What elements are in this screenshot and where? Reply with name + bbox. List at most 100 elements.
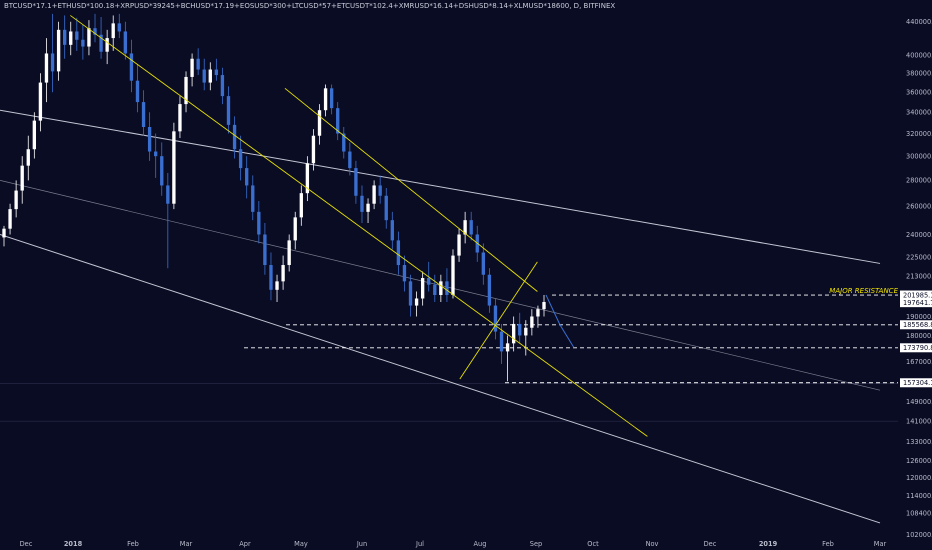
chart-title: BTCUSD*17.1+ETHUSD*100.18+XRPUSD*39245+B… xyxy=(4,2,616,10)
y-tick-label: 180000.0 xyxy=(906,332,932,340)
candle xyxy=(420,271,425,306)
candle-body xyxy=(305,163,310,194)
candle xyxy=(87,20,91,56)
y-tick-label: 260000.0 xyxy=(906,203,932,211)
y-tick-label: 114000.0 xyxy=(906,492,932,500)
candle-body xyxy=(384,195,388,221)
candle-body xyxy=(299,193,303,218)
candle xyxy=(299,185,303,226)
candle-body xyxy=(269,265,273,290)
candle-body xyxy=(342,133,346,152)
candle xyxy=(38,73,43,132)
candle xyxy=(281,255,285,290)
trendline xyxy=(459,261,538,380)
candle xyxy=(184,71,188,113)
candle xyxy=(263,222,267,275)
candle-body xyxy=(329,88,334,109)
candle-body xyxy=(99,34,103,52)
candle xyxy=(202,58,206,91)
candle-body xyxy=(245,168,249,186)
candle xyxy=(287,234,291,272)
candle-body xyxy=(493,305,498,332)
candle xyxy=(220,67,225,105)
y-tick-label: 225000.0 xyxy=(906,253,932,261)
candle xyxy=(141,90,146,136)
candle xyxy=(378,175,382,204)
y-tick-label: 213000.0 xyxy=(906,273,932,281)
y-tick-label: 108400.0 xyxy=(906,510,932,518)
candle xyxy=(257,201,261,244)
x-tick-label: 2019 xyxy=(759,540,778,548)
candle xyxy=(487,268,492,313)
y-tick-label: 167000.0 xyxy=(906,358,932,366)
x-tick-label: Aug xyxy=(474,540,487,548)
x-axis: Dec 2018 Feb Mar Apr May Jun Jul Aug Sep Oct Nov Dec… xyxy=(20,540,887,548)
candle xyxy=(93,13,97,43)
candle xyxy=(354,160,358,204)
candle xyxy=(511,316,516,352)
candle-body xyxy=(518,323,522,336)
candle-body xyxy=(372,185,376,204)
candle-body xyxy=(481,252,485,275)
price-tag-bg xyxy=(900,290,932,300)
x-tick-label: May xyxy=(294,540,308,548)
candle-body xyxy=(323,88,328,111)
candle-body xyxy=(63,29,67,45)
candle xyxy=(445,268,449,303)
candlestick-series xyxy=(2,13,546,382)
price-tag-label: 197641.7 xyxy=(903,299,932,307)
candle-body xyxy=(75,31,79,40)
annotations: MAJOR RESISTANCE xyxy=(829,287,898,295)
candle-body xyxy=(530,316,534,328)
price-tag: 197641.7 xyxy=(900,298,932,308)
candle-body xyxy=(275,281,279,290)
x-tick-label: 2018 xyxy=(64,540,83,548)
candle-body xyxy=(427,278,431,285)
candle-body xyxy=(141,102,146,128)
x-tick-label: Jun xyxy=(356,540,367,548)
candle xyxy=(69,21,73,56)
candle-body xyxy=(354,168,358,196)
candle xyxy=(26,135,30,181)
candle-body xyxy=(196,58,200,70)
price-tag-bg xyxy=(900,378,932,388)
candle xyxy=(160,142,164,196)
candle-body xyxy=(451,255,455,295)
candle-body xyxy=(317,110,322,136)
y-tick-label: 190000.0 xyxy=(906,313,932,321)
x-tick-label: Dec xyxy=(20,540,33,548)
x-tick-label: Jul xyxy=(415,540,424,548)
candle xyxy=(536,305,540,328)
candle-body xyxy=(220,75,225,97)
candle xyxy=(81,24,85,60)
regression-channel xyxy=(0,109,881,524)
candle xyxy=(105,29,109,65)
candle-body xyxy=(26,149,30,166)
candle xyxy=(372,180,376,210)
y-tick-label: 102000.0 xyxy=(906,531,932,539)
x-tick-label: Dec xyxy=(704,540,717,548)
candle xyxy=(44,38,49,103)
candle xyxy=(336,102,340,141)
candle xyxy=(75,17,79,51)
candle xyxy=(305,156,310,202)
y-tick-label: 149000.0 xyxy=(906,398,932,406)
candle xyxy=(469,211,473,241)
y-tick-label: 280000.0 xyxy=(906,177,932,185)
candle-body xyxy=(8,209,12,229)
candle-body xyxy=(238,149,243,169)
price-tag: 173790.8 xyxy=(900,343,932,353)
candle-body xyxy=(166,185,170,204)
candle-body xyxy=(38,82,43,121)
candle-body xyxy=(536,309,540,317)
candle xyxy=(2,225,6,247)
candle xyxy=(499,323,504,364)
candle-body xyxy=(105,38,109,52)
y-tick-label: 380000.0 xyxy=(906,70,932,78)
price-tag-label: 157304.1 xyxy=(903,379,932,387)
candle xyxy=(311,129,316,171)
candle-body xyxy=(56,29,61,72)
candle-body xyxy=(420,278,425,299)
y-tick-label: 400000.0 xyxy=(906,52,932,60)
